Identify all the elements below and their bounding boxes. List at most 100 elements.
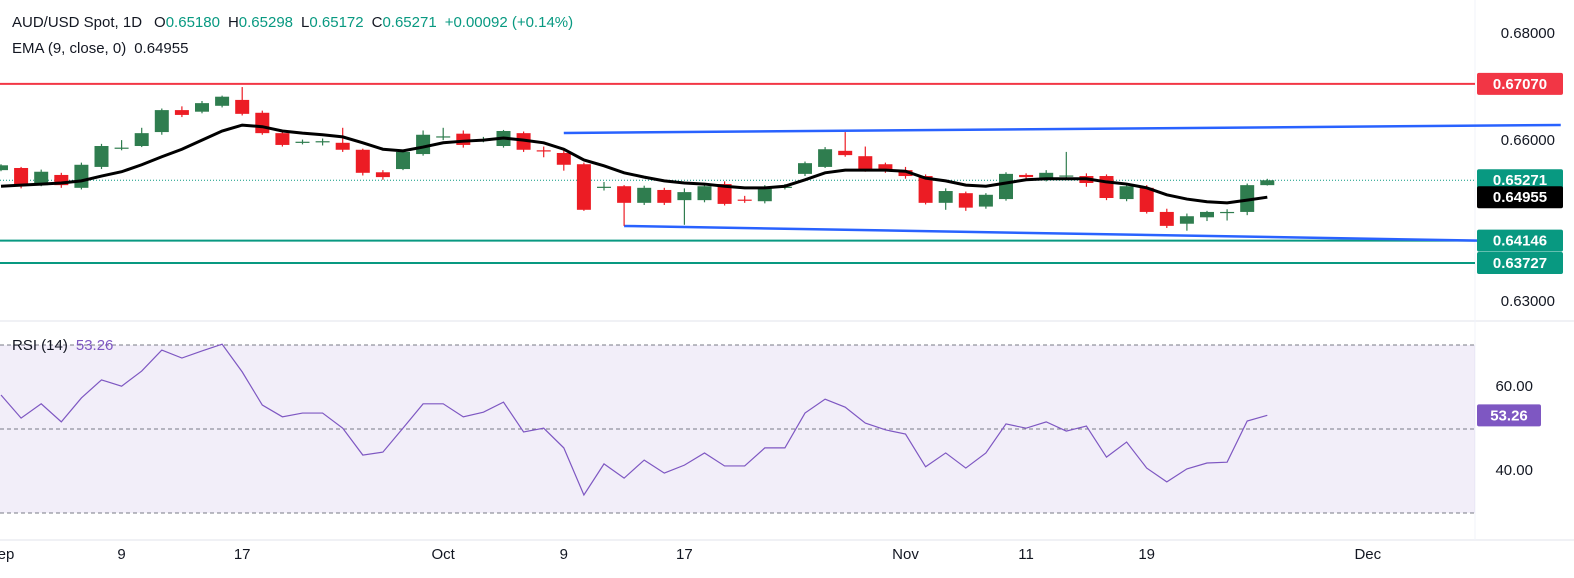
rsi-line bbox=[0, 343, 1268, 497]
ema-line bbox=[0, 123, 1268, 205]
price-label: 0.63727 bbox=[1493, 255, 1547, 272]
x-tick-label: 9 bbox=[560, 546, 568, 563]
candle-body bbox=[275, 133, 290, 145]
price-label-bg bbox=[1477, 252, 1563, 275]
candle-body bbox=[878, 164, 893, 172]
x-tick-label: 9 bbox=[117, 546, 125, 563]
price-label-bg bbox=[1477, 229, 1563, 252]
candle-body bbox=[1179, 216, 1194, 224]
candle-body bbox=[174, 110, 189, 115]
ohlc-key: L bbox=[301, 14, 309, 31]
candle-body bbox=[195, 103, 209, 112]
price-label-bg bbox=[1477, 169, 1563, 192]
candle-body bbox=[215, 96, 230, 106]
ohlc-key: H bbox=[228, 14, 239, 31]
x-tick-label: Nov bbox=[892, 546, 919, 563]
candle-body bbox=[838, 150, 853, 156]
candle-body bbox=[416, 134, 431, 155]
candle-body bbox=[798, 163, 812, 174]
y-tick-label: 0.63000 bbox=[1501, 293, 1555, 310]
candle-body bbox=[315, 141, 330, 143]
rsi-value: 53.26 bbox=[76, 337, 114, 354]
price-label: 0.65271 bbox=[1493, 172, 1547, 189]
rsi-title: RSI (14) bbox=[12, 337, 68, 354]
candle-body bbox=[999, 173, 1013, 200]
candle-body bbox=[918, 176, 933, 203]
price-label-bg bbox=[1477, 72, 1563, 95]
candle-body bbox=[737, 199, 752, 201]
candle-body bbox=[255, 112, 270, 134]
candle-body bbox=[958, 193, 973, 208]
candle-body bbox=[858, 156, 873, 171]
candle-body bbox=[396, 151, 410, 170]
symbol: AUD/USD Spot, 1D bbox=[12, 14, 142, 31]
price-label: 0.67070 bbox=[1493, 76, 1547, 93]
candle-body bbox=[818, 149, 833, 167]
candle-body bbox=[1039, 172, 1054, 180]
candle-body bbox=[1240, 185, 1255, 212]
candle-body bbox=[898, 170, 913, 177]
legend-entry: EMA (9, close, 0) 0.64955 bbox=[12, 40, 188, 57]
candle-body bbox=[1260, 180, 1275, 186]
legend-value: 0.64955 bbox=[134, 40, 188, 57]
price-label: 53.26 bbox=[1490, 407, 1528, 424]
candle-body bbox=[74, 164, 89, 188]
x-tick-label: Oct bbox=[432, 546, 456, 563]
price-label-bg bbox=[1477, 404, 1541, 427]
candle-body bbox=[436, 136, 451, 138]
price-label: 0.64955 bbox=[1493, 189, 1547, 206]
y-tick-label: 0.68000 bbox=[1501, 25, 1555, 42]
candle-body bbox=[1220, 211, 1235, 214]
candle-body bbox=[335, 142, 350, 150]
candle-body bbox=[456, 133, 471, 145]
x-tick-label: 11 bbox=[1018, 546, 1034, 563]
candle-body bbox=[1059, 175, 1074, 177]
x-tick-label: 19 bbox=[1138, 546, 1155, 563]
x-tick-label: 17 bbox=[234, 546, 251, 563]
candle-body bbox=[677, 192, 692, 201]
trendline bbox=[563, 123, 1561, 135]
legend-name: EMA (9, close, 0) bbox=[12, 40, 126, 57]
candle-body bbox=[0, 165, 8, 171]
candle-body bbox=[1200, 211, 1214, 218]
candle-body bbox=[637, 187, 652, 203]
candle-body bbox=[978, 194, 993, 207]
candle-body bbox=[94, 146, 109, 167]
candle-body bbox=[134, 133, 149, 147]
candle-body bbox=[14, 167, 29, 186]
candle-body bbox=[375, 172, 390, 178]
candle-body bbox=[1099, 176, 1114, 199]
candle-body bbox=[154, 110, 169, 133]
ohlc-value: 0.65180 bbox=[166, 14, 220, 31]
candle-body bbox=[295, 141, 310, 143]
candle-body bbox=[1019, 174, 1034, 178]
candle-body bbox=[1159, 211, 1174, 226]
candle-body bbox=[114, 147, 129, 149]
x-tick-label: Sep bbox=[0, 546, 14, 563]
ohlc-key: C bbox=[372, 14, 383, 31]
ohlc-key: O bbox=[154, 14, 166, 31]
candle-body bbox=[1119, 186, 1134, 200]
ohlc-value: 0.65271 bbox=[382, 14, 436, 31]
candle-body bbox=[54, 174, 69, 186]
candle-body bbox=[697, 186, 712, 201]
x-tick-label: Dec bbox=[1354, 546, 1381, 563]
candle-body bbox=[355, 149, 370, 173]
price-label-bg bbox=[1477, 186, 1563, 209]
candle-body bbox=[235, 99, 250, 114]
candle-body bbox=[576, 164, 591, 210]
candle-body bbox=[34, 171, 49, 186]
candle-body bbox=[717, 184, 732, 204]
x-tick-label: 17 bbox=[676, 546, 693, 563]
ohlc-value: 0.65298 bbox=[239, 14, 293, 31]
candle-body bbox=[757, 186, 772, 202]
candle-body bbox=[597, 186, 611, 188]
y-tick-label: 60.00 bbox=[1495, 378, 1533, 395]
candle-body bbox=[657, 189, 672, 203]
trendline bbox=[624, 224, 1561, 244]
price-label: 0.64146 bbox=[1493, 233, 1547, 250]
candle-body bbox=[536, 150, 551, 152]
y-tick-label: 40.00 bbox=[1495, 462, 1533, 479]
change: +0.00092 (+0.14%) bbox=[445, 14, 573, 31]
